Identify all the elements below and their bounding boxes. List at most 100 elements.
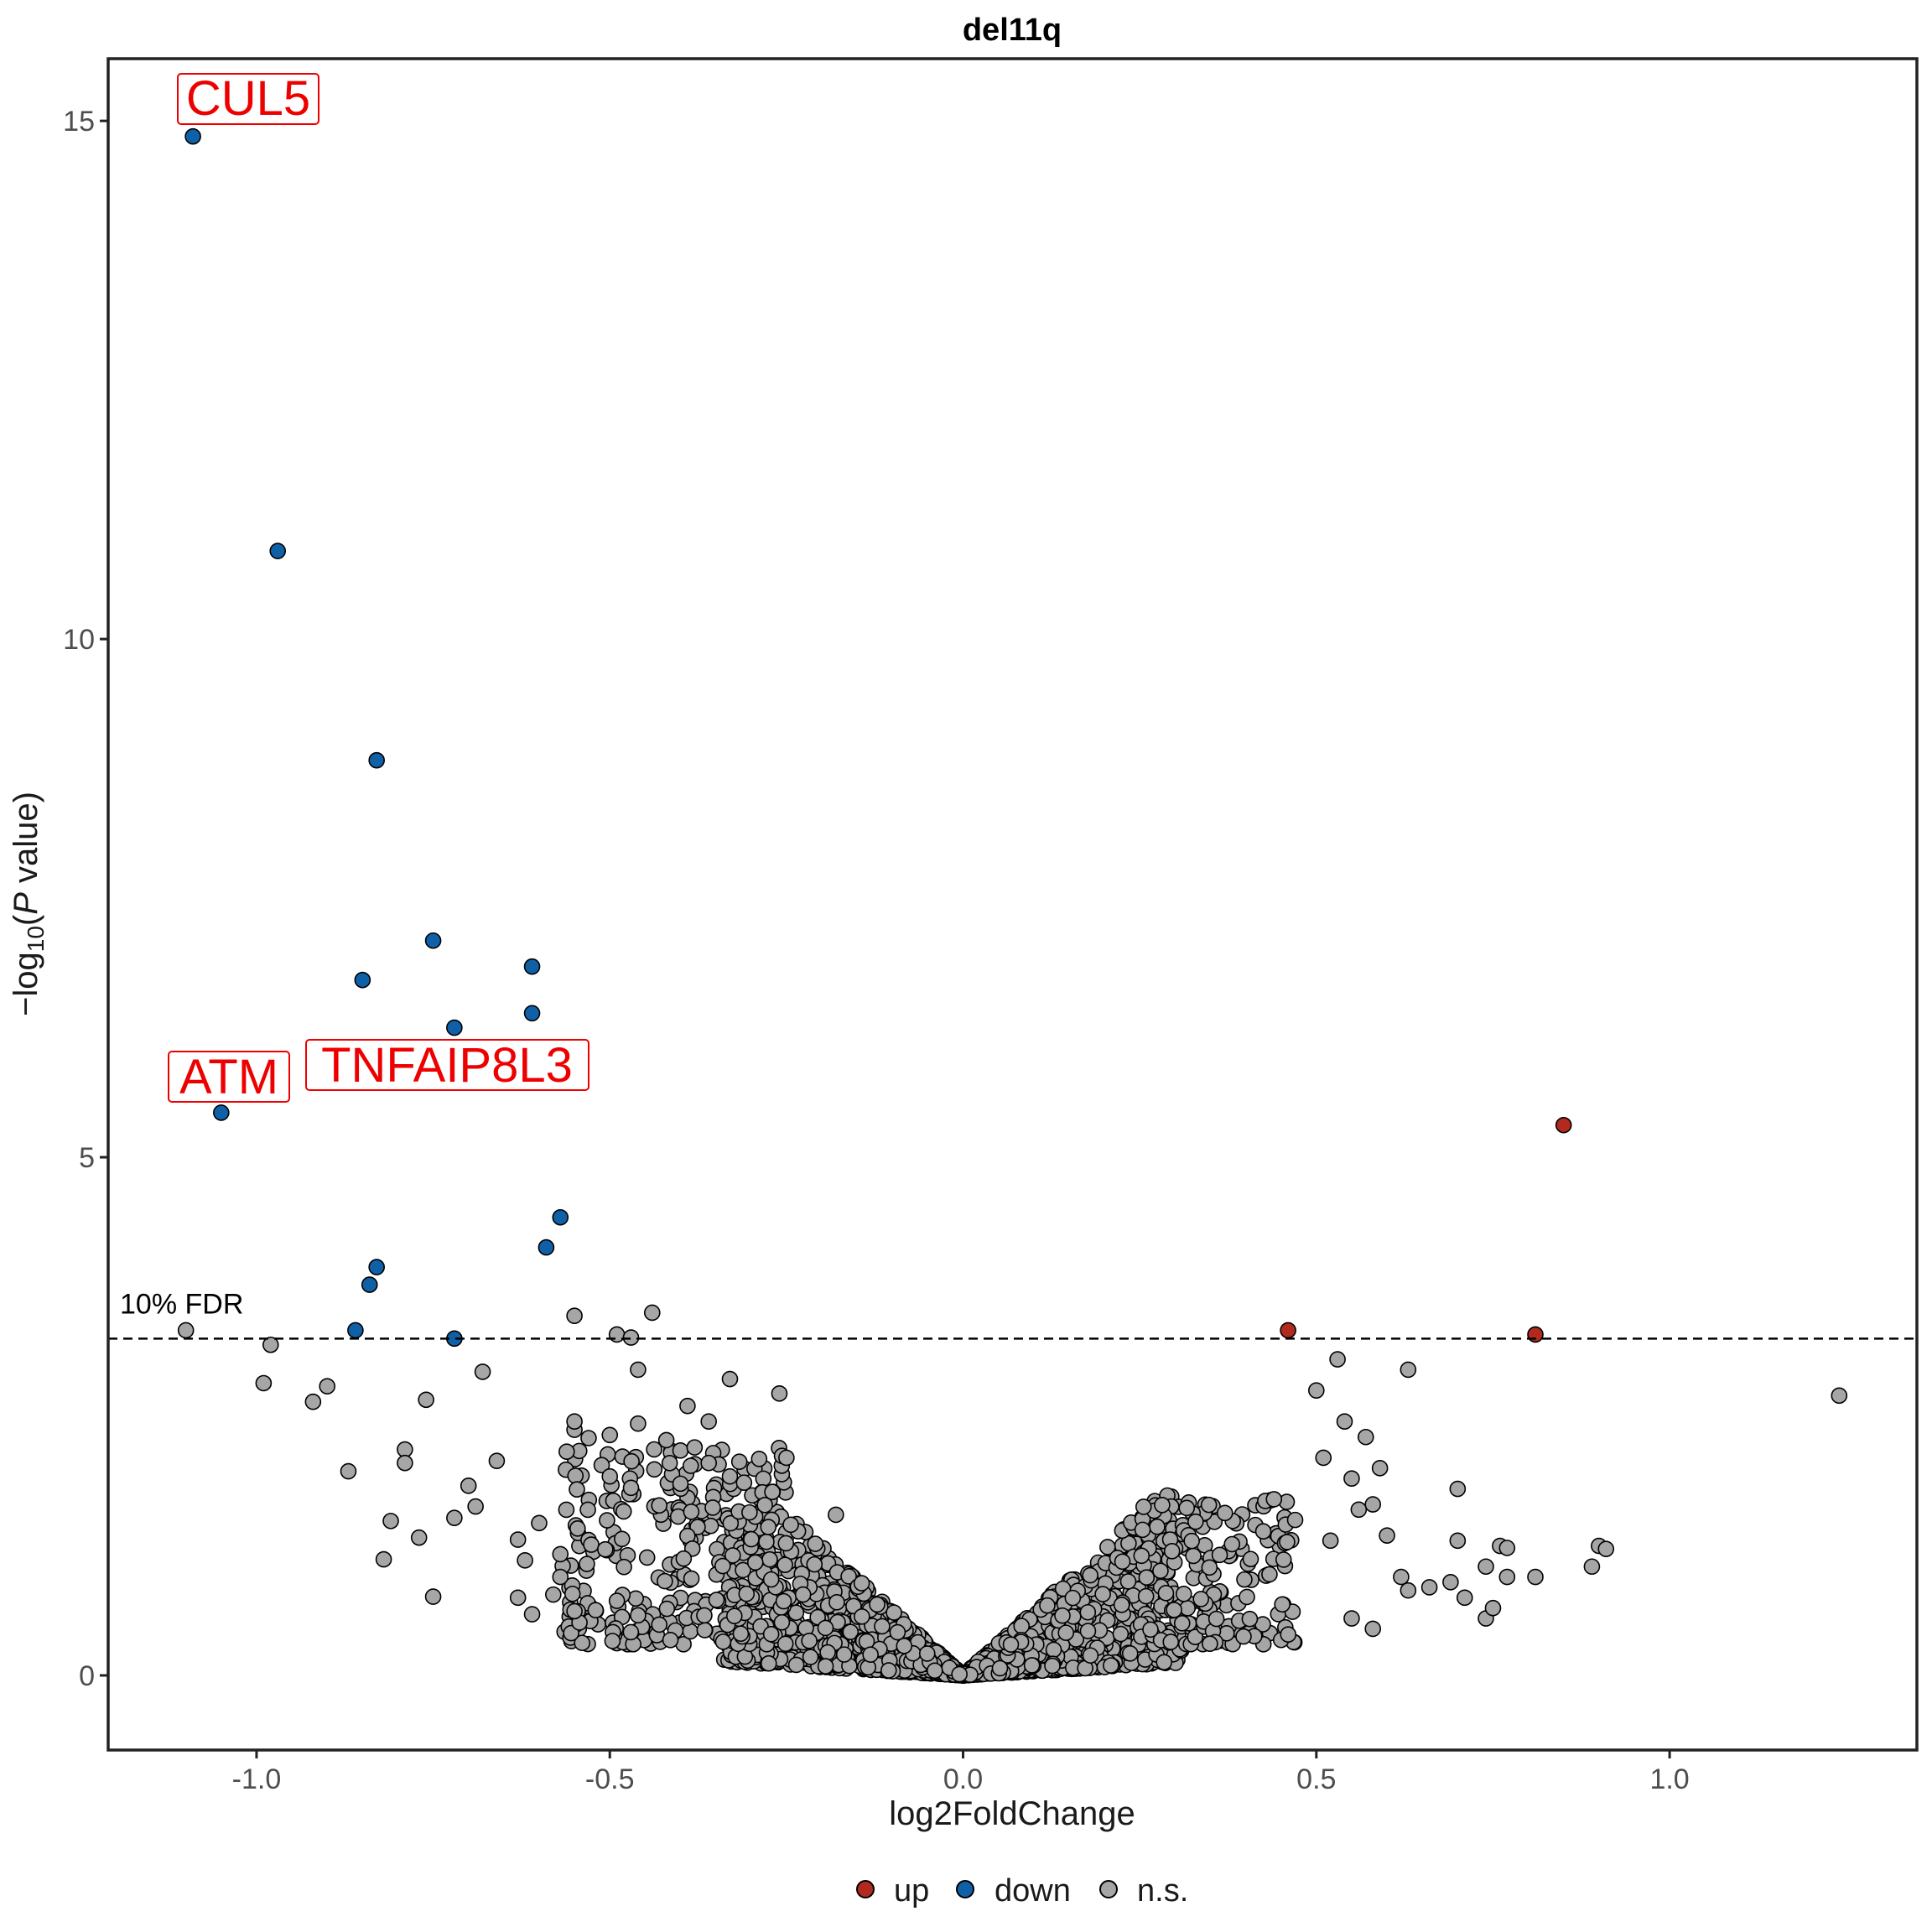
ns-point <box>760 1519 777 1535</box>
ns-point <box>750 1451 768 1467</box>
gene-label-tnfaip8l3-text: TNFAIP8L3 <box>321 1038 573 1093</box>
ns-point <box>787 1656 805 1674</box>
ns-point <box>794 1586 812 1603</box>
ns-point <box>689 1519 706 1535</box>
ns-point <box>446 1509 463 1526</box>
ns-point <box>488 1452 506 1469</box>
ns-point <box>604 1633 621 1649</box>
ns-point <box>1400 1581 1417 1599</box>
down-point <box>446 1019 463 1036</box>
ns-point <box>1201 1559 1218 1576</box>
ns-point <box>622 1479 640 1497</box>
ns-point <box>1173 1614 1191 1632</box>
ns-point <box>828 1594 845 1611</box>
ns-point <box>1187 1513 1204 1530</box>
legend-label-up: up <box>894 1873 929 1909</box>
ns-point <box>646 1441 662 1458</box>
ns-point <box>1149 1518 1166 1535</box>
chart-title: del11q <box>963 13 1062 48</box>
ns-point <box>1192 1591 1210 1607</box>
ns-point <box>574 1634 591 1652</box>
ns-point <box>760 1654 777 1672</box>
ns-point <box>1442 1573 1459 1591</box>
ns-point <box>1336 1413 1353 1431</box>
ns-point <box>801 1633 818 1649</box>
legend: up down n.s. <box>856 1873 1188 1909</box>
ns-point <box>599 1512 615 1529</box>
ns-point <box>1183 1532 1200 1550</box>
legend-key-down <box>956 1880 974 1898</box>
ns-point <box>1082 1566 1098 1584</box>
ns-point <box>1357 1428 1374 1446</box>
ns-point <box>700 1454 717 1472</box>
ns-point <box>782 1516 799 1534</box>
ns-point <box>762 1625 780 1643</box>
ns-point <box>773 1613 791 1631</box>
ns-point <box>1449 1532 1467 1550</box>
ns-point <box>889 1623 906 1641</box>
ns-point <box>1478 1558 1494 1576</box>
ns-point <box>926 1662 943 1680</box>
ns-point <box>558 1443 575 1460</box>
down-point <box>368 1259 385 1275</box>
ns-point <box>1082 1647 1099 1665</box>
y-tick-label: 10 <box>63 624 95 656</box>
ns-point <box>523 1606 541 1623</box>
ns-point <box>319 1378 335 1394</box>
gene-label-cul5-text: CUL5 <box>186 71 310 126</box>
up-point <box>1555 1116 1572 1134</box>
down-point <box>523 958 541 975</box>
ns-point <box>1135 1498 1152 1515</box>
ns-point <box>509 1531 527 1548</box>
ns-point <box>1484 1599 1502 1617</box>
ns-point <box>1527 1568 1544 1586</box>
ns-point <box>255 1374 273 1392</box>
ns-point <box>1156 1654 1173 1671</box>
ns-point <box>651 1497 668 1514</box>
ns-point <box>1449 1480 1467 1498</box>
ns-point <box>686 1439 704 1456</box>
ns-point <box>1235 1628 1252 1645</box>
ns-point <box>566 1307 583 1324</box>
ns-point <box>177 1322 195 1339</box>
ns-point <box>672 1475 689 1493</box>
ns-point <box>807 1535 824 1552</box>
x-tick-label: 0.5 <box>1296 1763 1336 1795</box>
ns-point <box>776 1556 793 1573</box>
ns-point <box>1079 1623 1097 1639</box>
ns-point <box>683 1570 700 1587</box>
ns-point <box>828 1506 844 1524</box>
ns-point <box>1137 1587 1155 1605</box>
legend-label-ns: n.s. <box>1137 1873 1188 1909</box>
ns-point <box>1113 1597 1130 1613</box>
ns-point <box>1099 1539 1116 1555</box>
up-point <box>1280 1322 1296 1339</box>
ns-point <box>724 1547 741 1564</box>
ns-point <box>896 1638 913 1654</box>
ns-point <box>771 1385 788 1402</box>
ns-point <box>1185 1547 1202 1565</box>
ns-point <box>714 1633 732 1650</box>
ns-point <box>1112 1625 1130 1643</box>
plot-panel-border <box>106 57 1919 1752</box>
ns-point <box>601 1426 619 1444</box>
ns-point <box>580 1430 597 1446</box>
ns-point <box>564 1585 581 1602</box>
ns-point <box>467 1498 484 1515</box>
down-point <box>552 1208 569 1226</box>
ns-point <box>1002 1636 1020 1654</box>
ns-point <box>630 1607 647 1624</box>
ns-point <box>721 1467 739 1485</box>
ns-point <box>1322 1532 1339 1550</box>
x-tick-label: 1.0 <box>1649 1763 1689 1795</box>
ns-point <box>613 1530 631 1548</box>
ns-point <box>1094 1586 1111 1602</box>
ns-point <box>1079 1603 1097 1621</box>
ns-point <box>1023 1657 1041 1674</box>
ns-point <box>1831 1387 1848 1405</box>
ns-point <box>682 1457 699 1474</box>
legend-key-ns <box>1099 1880 1118 1898</box>
ns-point <box>1211 1546 1228 1564</box>
ns-point <box>1133 1547 1150 1565</box>
ns-point <box>657 1431 675 1449</box>
